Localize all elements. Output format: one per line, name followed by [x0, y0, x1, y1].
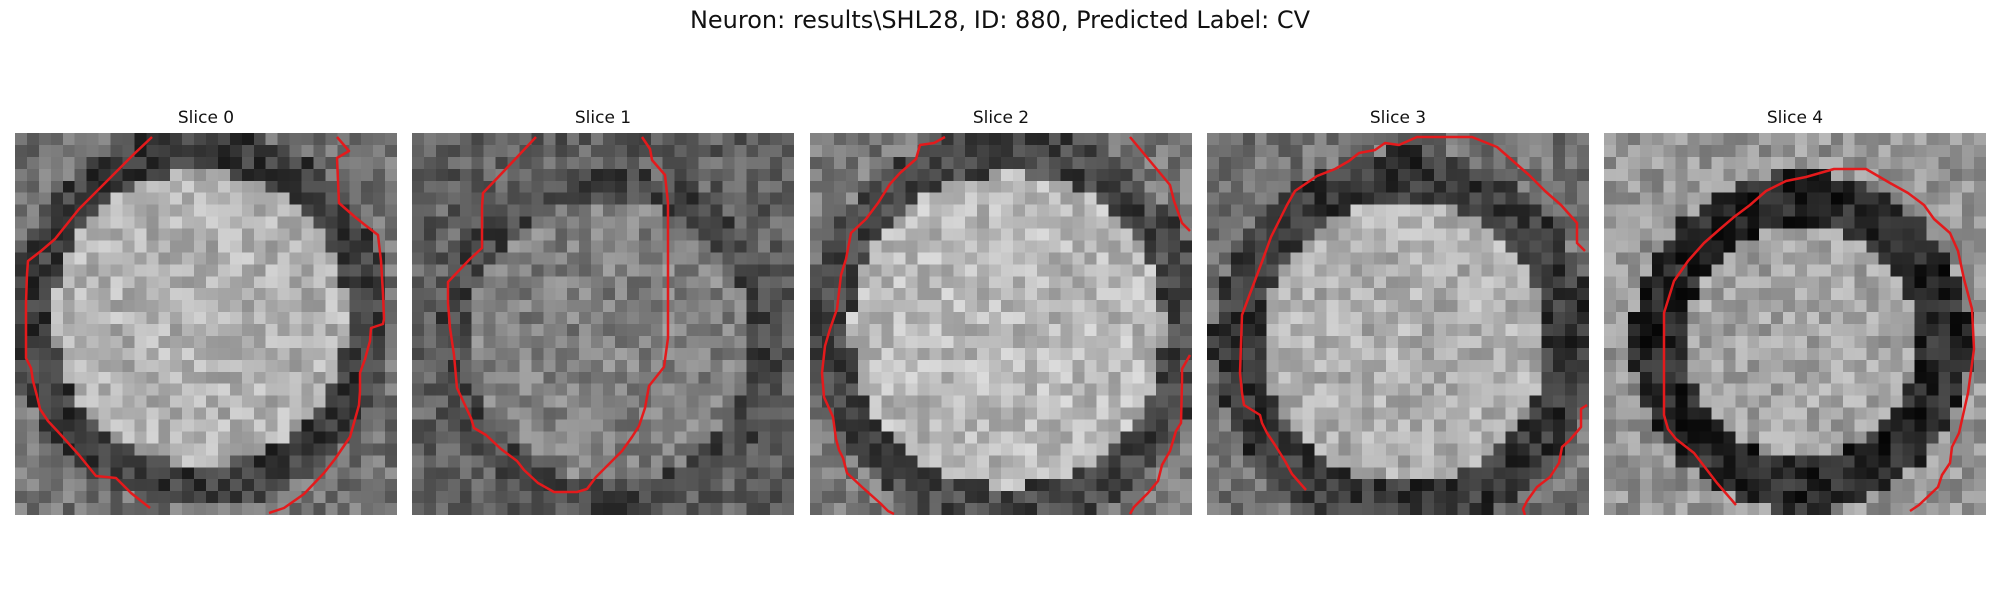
slice-panel-2: Slice 2 [810, 108, 1192, 515]
microscopy-image [1207, 133, 1589, 515]
slice-title: Slice 2 [810, 108, 1192, 130]
slice-title: Slice 0 [15, 108, 397, 130]
slice-title: Slice 3 [1207, 108, 1589, 130]
figure-title: Neuron: results\SHL28, ID: 880, Predicte… [0, 6, 2000, 34]
microscopy-image [810, 133, 1192, 515]
slice-panel-3: Slice 3 [1207, 108, 1589, 515]
slice-panel-0: Slice 0 [15, 108, 397, 515]
slice-title: Slice 4 [1604, 108, 1986, 130]
segmentation-contour [1207, 133, 1589, 515]
microscopy-image [412, 133, 794, 515]
slice-title: Slice 1 [412, 108, 794, 130]
slice-panel-1: Slice 1 [412, 108, 794, 515]
microscopy-image [1604, 133, 1986, 515]
segmentation-contour [412, 133, 794, 515]
segmentation-contour [1604, 133, 1986, 515]
segmentation-contour [15, 133, 397, 515]
segmentation-contour [810, 133, 1192, 515]
slice-panel-4: Slice 4 [1604, 108, 1986, 515]
microscopy-image [15, 133, 397, 515]
